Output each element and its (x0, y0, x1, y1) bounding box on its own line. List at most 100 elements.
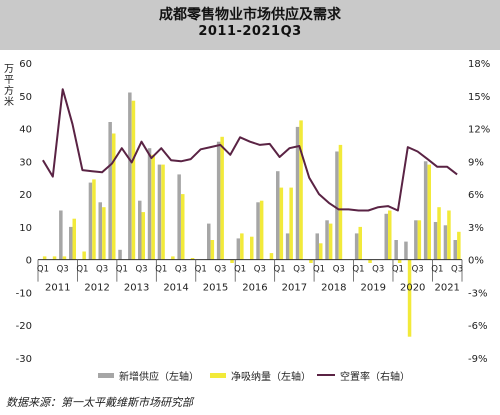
supply-bar (394, 240, 398, 260)
absorption-bar (319, 243, 323, 260)
x-year-label: 2013 (124, 283, 149, 294)
supply-bar (157, 164, 162, 260)
y-right-tick-label: 6% (468, 190, 484, 201)
supply-bar (325, 220, 329, 260)
y-left-tick-label: 40 (19, 125, 32, 136)
absorption-bar (299, 120, 303, 260)
legend-absorption: 净吸纳量（左轴） (210, 368, 311, 383)
supply-bar (423, 161, 428, 260)
legend-supply-swatch (98, 372, 114, 378)
absorption-bar (417, 220, 422, 260)
supply-bar (138, 200, 142, 260)
absorption-bar (210, 240, 215, 260)
supply-bar (384, 213, 388, 260)
supply-bar (98, 202, 102, 260)
y-right-tick-label: 9% (468, 157, 484, 168)
x-quarter-label: Q1 (155, 265, 167, 275)
y-right-tick-label: -3% (468, 288, 487, 299)
supply-bar (256, 202, 260, 260)
supply-bar (118, 249, 122, 260)
absorption-bar (447, 210, 451, 260)
absorption-bar (427, 164, 431, 260)
absorption-bar (250, 236, 254, 260)
y-left-tick-label: 10 (19, 223, 32, 234)
chart-subtitle: 2011-2021Q3 (198, 24, 302, 39)
supply-bar (177, 174, 181, 260)
y-right-tick-label: 3% (468, 223, 484, 234)
absorption-bar (259, 200, 264, 260)
supply-bar (69, 226, 73, 260)
x-year-label: 2021 (434, 283, 459, 294)
supply-bar (108, 122, 112, 260)
y-right-tick-label: 12% (468, 125, 490, 136)
supply-bar (59, 210, 63, 260)
chart-plot: -30 -20 -10 0 10 20 30 40 50 60 -9% -6% -3% 0% 3% 6% 9% 1… (16, 59, 491, 365)
legend-supply-label: 新增供应（左轴） (119, 371, 199, 383)
x-year-label: 2016 (242, 283, 267, 294)
legend-absorption-label: 净吸纳量（左轴） (231, 371, 311, 383)
absorption-bar (102, 207, 106, 260)
x-quarter-label: Q3 (333, 265, 345, 275)
absorption-bar (328, 223, 333, 260)
chart-title: 成都零售物业市场供应及需求 (159, 7, 341, 23)
absorption-bar (220, 136, 224, 260)
legend-absorption-swatch (210, 372, 226, 378)
x-year-label: 2020 (400, 283, 425, 294)
legend-supply: 新增供应（左轴） (98, 368, 199, 383)
x-year-label: 2011 (45, 283, 70, 294)
source-note: 数据来源：第一太平戴维斯市场研究部 (6, 396, 193, 409)
vacancy-rate-line (42, 88, 458, 212)
x-year-label: 2015 (203, 283, 228, 294)
x-quarter-label: Q3 (175, 265, 187, 275)
absorption-bar (92, 179, 96, 260)
x-quarter-label: Q1 (37, 265, 49, 275)
absorption-bar (407, 259, 412, 337)
y-axis-unit-label: 万平方米 (4, 64, 14, 108)
supply-bar (433, 222, 438, 260)
absorption-bar (171, 256, 175, 260)
supply-bar (236, 238, 241, 260)
absorption-bar (141, 212, 145, 260)
supply-bar (295, 126, 300, 260)
supply-bar (414, 220, 418, 260)
x-quarter-label: Q3 (96, 265, 108, 275)
absorption-bar (279, 187, 284, 260)
absorption-bar (181, 194, 185, 260)
y-left-tick-label: -10 (16, 288, 32, 299)
x-quarter-label: Q3 (412, 265, 424, 275)
x-quarter-label: Q1 (392, 265, 404, 275)
supply-bar (315, 233, 319, 260)
x-year-label: 2017 (282, 283, 307, 294)
y-left-tick-label: -30 (16, 354, 32, 365)
absorption-bar (457, 231, 461, 260)
absorption-bar (358, 226, 362, 260)
y-right-tick-label: 18% (468, 59, 490, 70)
y-left-tick-label: 20 (19, 190, 32, 201)
x-quarter-label: Q3 (135, 265, 147, 275)
absorption-bar (388, 210, 392, 260)
absorption-bar (42, 256, 47, 260)
supply-bar (216, 141, 221, 260)
x-quarter-label: Q1 (274, 265, 286, 275)
supply-bar (147, 148, 152, 260)
x-year-label: 2018 (321, 283, 346, 294)
absorption-bar (82, 251, 86, 260)
x-year-label: 2019 (361, 283, 386, 294)
supply-bar (276, 171, 280, 260)
absorption-bar (161, 164, 165, 260)
x-quarter-label: Q1 (116, 265, 128, 275)
absorption-bar (338, 144, 343, 260)
legend-vacancy-swatch (317, 374, 335, 376)
x-quarter-label: Q1 (431, 265, 443, 275)
legend-vacancy: 空置率（右轴） (317, 368, 410, 383)
y-right-tick-label: 0% (468, 256, 484, 267)
absorption-bar (131, 100, 136, 260)
x-quarter-label: Q1 (195, 265, 207, 275)
x-quarter-label: Q3 (451, 265, 463, 275)
x-quarter-label: Q1 (313, 265, 325, 275)
absorption-bar (190, 258, 195, 260)
absorption-bar (437, 207, 441, 260)
absorption-bar (269, 253, 274, 260)
x-quarter-label: Q1 (76, 265, 88, 275)
x-quarter-label: Q3 (214, 265, 226, 275)
